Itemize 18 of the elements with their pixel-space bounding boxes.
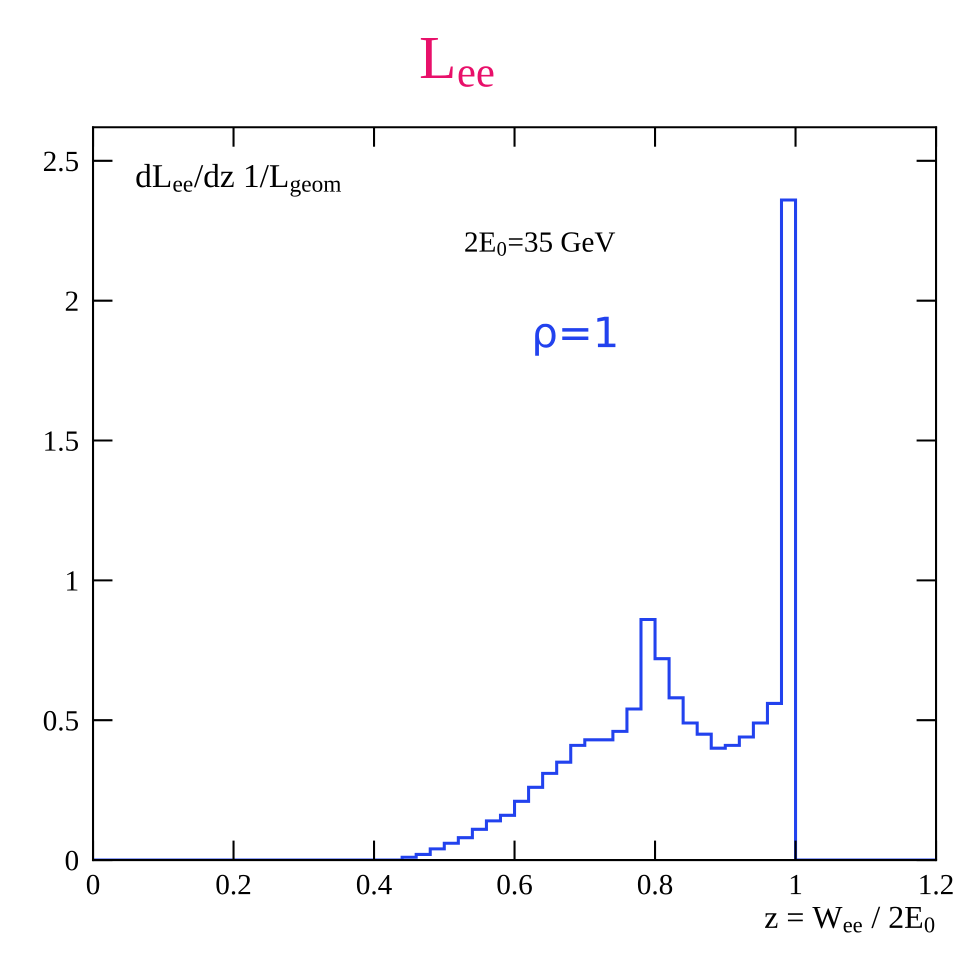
y-axis-title: dL$_{ee}$/dz 1/L$_{geom}$: [136, 164, 342, 197]
x-tick-label: 0.2: [216, 874, 250, 895]
x-tick-label: 0.4: [356, 874, 392, 895]
x-tick-label: 0.6: [497, 874, 532, 895]
x-tick-label: 0: [86, 874, 100, 894]
y-tick-label: 2: [66, 291, 78, 311]
text: ρ=1: [535, 316, 616, 356]
x-axis-title: z = W$_{ee}$ / 2E$_{0}$: [765, 906, 934, 932]
chart-title: L$_{ee}$: [420, 38, 494, 87]
y-tick-label: 0: [66, 850, 78, 870]
y-tick-label: 2.5: [44, 152, 78, 172]
x-tick-label: 1.2: [920, 874, 953, 895]
y-tick-label: 0.5: [44, 710, 78, 731]
y-tick-label: 1: [67, 571, 78, 590]
y-tick-label: 1.5: [45, 431, 78, 452]
x-tick-label: 1: [790, 874, 802, 894]
x-tick-label: 0.8: [638, 874, 672, 895]
annotation: 2E$_{0}$=35 GeV: [465, 232, 616, 256]
